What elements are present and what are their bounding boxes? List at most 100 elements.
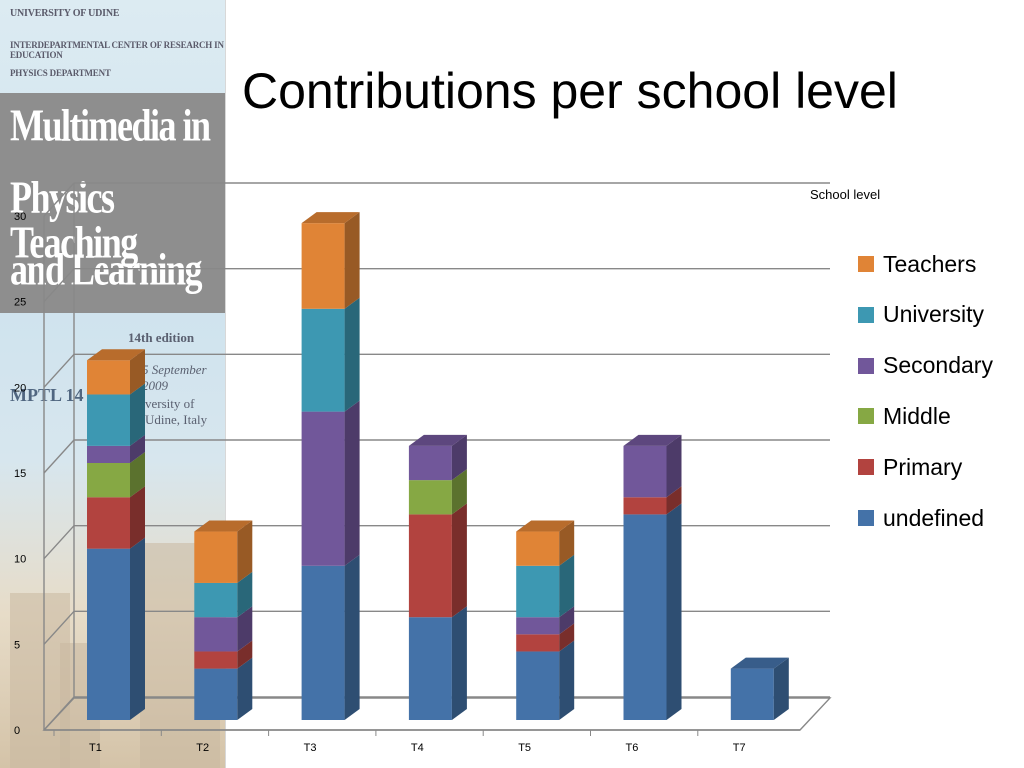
bar-side-undefined <box>237 657 253 720</box>
bar-side-teachers <box>559 520 575 566</box>
banner-header: UNIVERSITY OF UDINE INTERDEPARTMENTAL CE… <box>0 0 225 92</box>
bar-segment-undefined <box>516 651 560 720</box>
bar-segment-undefined <box>623 514 667 720</box>
x-tick-label: T7 <box>733 742 746 754</box>
conference-title-line-1: Multimedia in <box>10 100 211 151</box>
bar-top-undefined <box>730 657 789 669</box>
bar-side-undefined <box>773 657 789 720</box>
legend-swatch <box>858 510 874 526</box>
bar-segment-primary <box>516 634 560 652</box>
x-tick-label: T2 <box>196 742 209 754</box>
bar-side-undefined <box>344 554 360 720</box>
x-tick-label: T6 <box>626 742 639 754</box>
side-wall-line <box>43 610 75 645</box>
bar-segment-secondary <box>408 445 452 481</box>
bar-side-undefined <box>130 537 145 720</box>
legend-label: undefined <box>883 504 985 531</box>
bar-side-secondary <box>237 606 253 652</box>
bar-segment-university <box>194 582 238 618</box>
legend-title: School level <box>810 187 881 202</box>
bar-side-undefined <box>559 640 575 720</box>
bar-side-primary <box>130 486 145 549</box>
bar-side-primary <box>237 640 253 669</box>
x-tick-label: T3 <box>304 742 317 754</box>
legend-item-university: University <box>858 301 984 329</box>
axis-layer: 0 5 10 15 20 25 30 T1 T2 T3 T4 T5 T6 T7 <box>14 211 800 754</box>
y-tick-label: 10 <box>14 554 26 566</box>
bar-segment-teachers <box>194 531 238 583</box>
bar-segment-secondary <box>87 445 130 463</box>
bar-segment-undefined <box>87 548 130 720</box>
bar-side-university <box>344 297 360 412</box>
y-tick-label: 15 <box>14 468 26 480</box>
legend-swatch <box>858 256 874 272</box>
bar-side-university <box>237 571 253 618</box>
legend-label: Primary <box>883 453 963 480</box>
bar-segment-undefined <box>730 668 774 720</box>
x-tick-label: T5 <box>518 742 531 754</box>
legend-item-primary: Primary <box>858 453 962 481</box>
banner-title-panel: Multimedia in Physics Teaching and Learn… <box>0 93 225 313</box>
bars-layer <box>87 212 789 720</box>
side-wall-line <box>43 182 75 217</box>
bar-side-university <box>559 554 575 618</box>
slide-title: Contributions per school level <box>242 63 898 119</box>
legend-swatch <box>858 306 874 323</box>
bar-segment-primary <box>408 514 452 618</box>
bar-segment-secondary <box>301 411 345 566</box>
bar-segment-secondary <box>623 445 667 498</box>
bar-side-undefined <box>451 606 467 720</box>
bar-top-teachers <box>87 349 145 361</box>
legend-label: Secondary <box>883 352 993 379</box>
legend-swatch <box>858 459 874 476</box>
legend-label: Teachers <box>883 250 977 277</box>
bar-segment-university <box>301 308 345 412</box>
legend-item-teachers: Teachers <box>858 250 976 278</box>
bar-side-primary <box>666 486 682 515</box>
side-wall-line <box>43 353 75 388</box>
conference-dates: 5 September 2009 <box>142 362 207 393</box>
legend-item-middle: Middle <box>858 402 951 430</box>
side-wall-line <box>43 439 75 474</box>
bar-side-secondary <box>344 400 360 566</box>
bar-segment-university <box>516 565 560 618</box>
side-wall-line <box>43 268 75 303</box>
y-tick-label: 30 <box>14 211 26 223</box>
bar-segment-middle <box>408 480 452 515</box>
bar-segment-secondary <box>516 617 560 635</box>
y-tick-label: 0 <box>14 725 20 737</box>
bar-top-teachers <box>516 520 575 532</box>
y-tick-label: 25 <box>14 297 26 309</box>
bar-top-secondary <box>408 434 467 446</box>
bar-segment-secondary <box>194 617 238 652</box>
conference-venue: versity of Udine, Italy <box>145 396 208 427</box>
bar-side-secondary <box>130 434 145 463</box>
bar-top-teachers <box>301 212 360 224</box>
bar-side-undefined <box>666 503 682 720</box>
bar-segment-primary <box>623 497 667 515</box>
bar-side-primary <box>559 623 575 652</box>
bar-segment-teachers <box>516 531 560 566</box>
side-wall-line <box>43 525 75 560</box>
bar-segment-undefined <box>301 565 345 720</box>
bar-segment-undefined <box>194 668 238 720</box>
y-tick-label: 20 <box>14 382 26 394</box>
bar-top-teachers <box>194 520 253 532</box>
x-tick-label: T4 <box>411 742 424 754</box>
conference-edition: 14th edition <box>128 330 195 345</box>
x-tick-label: T1 <box>89 742 102 754</box>
bar-side-teachers <box>130 349 145 395</box>
legend-swatch <box>858 408 874 425</box>
conference-title-line-3: and Learning <box>10 244 203 295</box>
bar-side-primary <box>451 503 467 618</box>
legend-swatch <box>858 357 874 374</box>
legend-item-secondary: Secondary <box>858 352 993 380</box>
org-line-center: INTERDEPARTMENTAL CENTER OF RESEARCH IN … <box>10 40 224 60</box>
org-line-university: UNIVERSITY OF UDINE <box>10 8 120 19</box>
conference-logo-text: MPTL 14 <box>10 385 84 405</box>
bar-top-secondary <box>623 434 682 446</box>
bar-segment-teachers <box>301 223 345 309</box>
bar-segment-primary <box>194 651 238 669</box>
bar-segment-teachers <box>87 360 130 395</box>
bar-segment-middle <box>87 463 130 498</box>
